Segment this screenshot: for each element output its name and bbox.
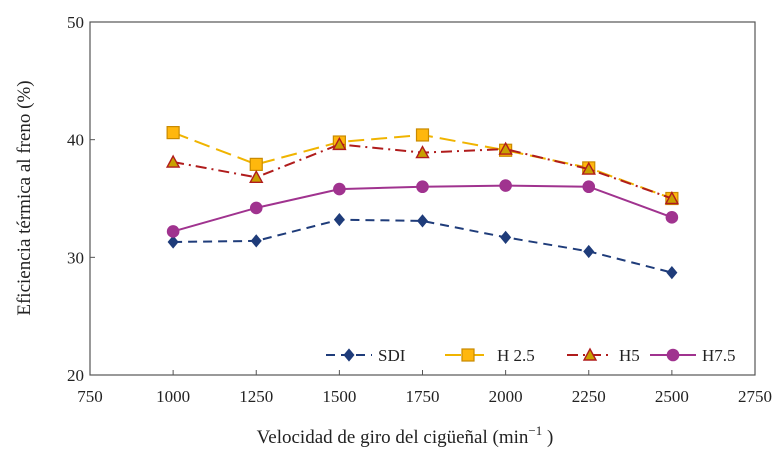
x-axis-label: Velocidad de giro del cigüeñal (min−1 ) [257, 423, 554, 448]
legend-swatch-marker [462, 349, 474, 361]
data-point [250, 158, 262, 170]
x-tick-label: 750 [77, 387, 103, 406]
data-point [250, 202, 262, 214]
x-tick-label: 2250 [572, 387, 606, 406]
y-axis-label: Eficiencia térmica al freno (%) [14, 80, 35, 315]
x-tick-label: 1750 [406, 387, 440, 406]
data-point [334, 183, 346, 195]
x-tick-label: 1250 [239, 387, 273, 406]
legend-label: H7.5 [702, 346, 736, 365]
x-tick-label: 2750 [738, 387, 772, 406]
x-axis-label-main: Velocidad de giro del cigüeñal (min [257, 427, 529, 448]
data-point [583, 181, 595, 193]
data-point [167, 226, 179, 238]
x-axis-label-close: ) [542, 427, 553, 448]
data-point [417, 129, 429, 141]
legend-label: SDI [378, 346, 406, 365]
y-tick-label: 40 [67, 131, 84, 150]
legend-label: H 2.5 [497, 346, 535, 365]
x-tick-label: 2000 [489, 387, 523, 406]
data-point [167, 127, 179, 139]
legend-swatch-marker [667, 349, 679, 361]
y-tick-label: 20 [67, 366, 84, 385]
x-tick-label: 1500 [322, 387, 356, 406]
legend-label: H5 [619, 346, 640, 365]
data-point [500, 180, 512, 192]
x-axis-label-exponent: −1 [528, 423, 542, 438]
x-tick-label: 1000 [156, 387, 190, 406]
y-tick-label: 30 [67, 248, 84, 267]
data-point [666, 212, 678, 224]
data-point [417, 181, 429, 193]
y-tick-label: 50 [67, 13, 84, 32]
x-tick-label: 2500 [655, 387, 689, 406]
plot-area [90, 22, 755, 375]
